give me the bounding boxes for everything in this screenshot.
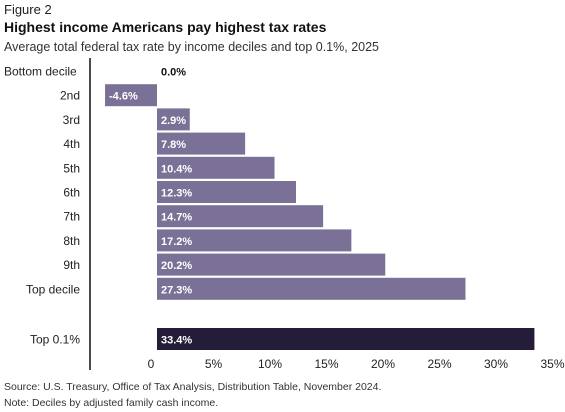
bar-top-0-1- <box>157 328 535 350</box>
bar-value-label: 27.3% <box>161 284 192 296</box>
bar-value-label: 33.4% <box>161 335 192 347</box>
x-tick-label: 10% <box>258 357 282 371</box>
bar-8th <box>157 229 352 252</box>
bar-value-label: 7.8% <box>161 139 186 151</box>
category-label: 5th <box>63 161 80 175</box>
category-label: 2nd <box>60 89 80 103</box>
x-tick-label: 30% <box>484 357 508 371</box>
bar-value-label: 14.7% <box>161 212 192 224</box>
category-label: 8th <box>63 234 80 248</box>
category-label: 6th <box>63 186 80 200</box>
bar-4th <box>157 132 246 155</box>
bar-7th <box>157 205 324 228</box>
bar-value-label: 20.2% <box>161 260 192 272</box>
bar-value-label: -4.6% <box>109 91 138 103</box>
bar-value-label: 10.4% <box>161 163 192 175</box>
bar-6th <box>157 181 296 203</box>
chart-subtitle: Average total federal tax rate by income… <box>4 40 380 54</box>
category-label: Bottom decile <box>4 65 77 79</box>
source-note: Source: U.S. Treasury, Office of Tax Ana… <box>4 381 382 393</box>
bar-5th <box>157 156 275 179</box>
bar-3rd <box>157 108 190 131</box>
chart-title: Highest income Americans pay highest tax… <box>4 19 327 35</box>
category-label: 7th <box>63 210 80 224</box>
x-tick-label: 20% <box>371 357 395 371</box>
bar-value-label: 12.3% <box>161 188 192 200</box>
footnote: Note: Deciles by adjusted family cash in… <box>4 397 219 409</box>
bar-2nd <box>105 84 157 107</box>
x-tick-label: 5% <box>205 357 223 371</box>
bar-value-label: 0.0% <box>161 67 186 79</box>
category-label: 3rd <box>63 113 80 127</box>
x-tick-label: 0 <box>148 357 155 371</box>
category-label: Top 0.1% <box>30 333 80 347</box>
bar-9th <box>157 253 386 276</box>
figure-label: Figure 2 <box>4 2 52 17</box>
bar-value-label: 17.2% <box>161 236 192 248</box>
x-tick-label: 35% <box>540 357 564 371</box>
x-tick-label: 15% <box>314 357 338 371</box>
bar-value-label: 2.9% <box>161 115 186 127</box>
category-label: 4th <box>63 137 80 151</box>
category-label: Top decile <box>26 282 80 296</box>
category-label: 9th <box>63 258 80 272</box>
x-tick-label: 25% <box>427 357 451 371</box>
bar-top-decile <box>157 277 466 300</box>
